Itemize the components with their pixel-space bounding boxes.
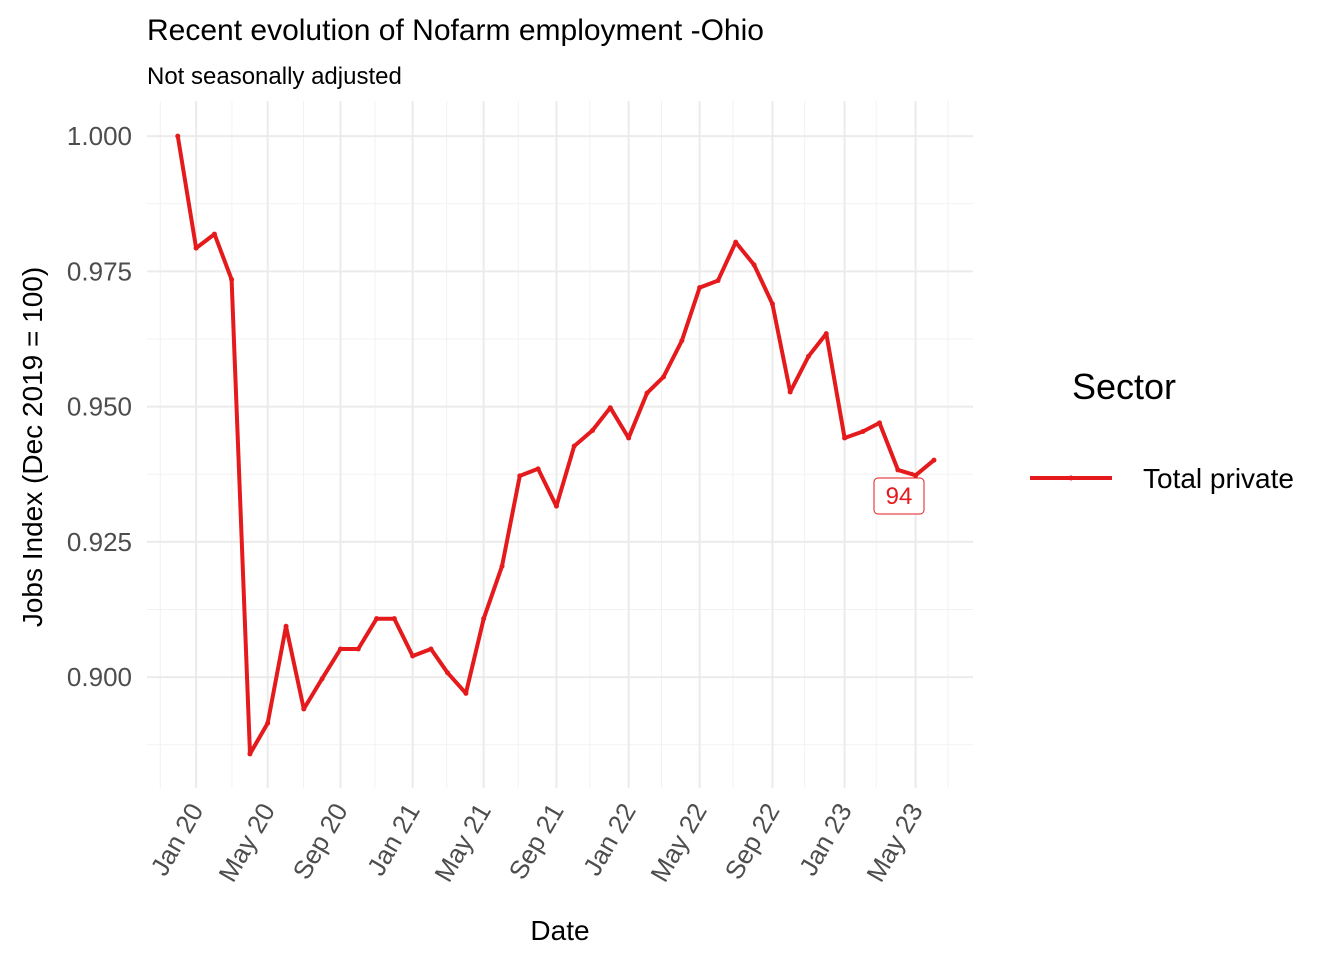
y-tick-label: 0.975 [67,256,132,286]
data-point [481,616,487,622]
y-tick-label: 0.925 [67,527,132,557]
y-axis-title: Jobs Index (Dec 2019 = 100) [17,267,48,627]
data-point [715,278,721,284]
data-point [679,338,685,344]
x-tick-label: Jan 23 [793,798,858,881]
data-point [751,262,757,268]
data-point [391,616,397,622]
data-point [410,653,416,659]
x-tick-label: Sep 20 [286,798,353,884]
data-point [590,427,596,433]
data-point [769,301,775,307]
x-axis-ticks: Jan 20 May 20 Sep 20 Jan 21 May 21 Sep 21 Jan … [144,798,929,887]
data-point [877,420,883,426]
data-point [931,457,937,463]
x-tick-label: May 21 [428,798,497,887]
data-point [644,390,650,396]
y-tick-label: 1.000 [67,121,132,151]
data-point [553,503,559,509]
data-point [463,690,469,696]
x-tick-label: May 23 [860,798,929,887]
x-tick-label: Sep 21 [502,798,569,884]
annotation-box [873,477,925,515]
x-axis-title: Date [530,915,589,946]
end-annotation: 94 [873,471,925,515]
legend-label-total-private: Total private [1143,463,1294,494]
series-layer [175,133,937,757]
data-point [265,720,271,726]
y-tick-label: 0.900 [67,662,132,692]
legend-title: Sector [1072,366,1176,407]
data-point [337,646,343,652]
panel-grid [147,101,973,788]
x-tick-label: Jan 21 [361,798,426,881]
data-point [211,231,217,237]
data-point [283,623,289,629]
data-point [445,670,451,676]
data-point [374,616,380,622]
data-point [428,646,434,652]
data-point [517,473,523,479]
data-point [895,467,901,473]
data-point [499,563,505,569]
data-point [229,277,235,283]
data-point [355,646,361,652]
data-point [607,405,613,411]
data-point [842,435,848,441]
x-tick-label: Jan 22 [577,798,642,881]
data-point [626,435,632,441]
data-point [301,706,307,712]
legend: Sector Total private [1030,366,1294,494]
data-point [571,443,577,449]
x-tick-label: Sep 22 [718,798,785,884]
data-point [319,676,325,682]
data-point [175,133,181,139]
x-tick-label: May 20 [212,798,281,887]
data-point [535,466,541,472]
data-point [661,374,667,380]
y-tick-label: 0.950 [67,392,132,422]
chart-title: Recent evolution of Nofarm employment -O… [147,14,764,47]
x-tick-label: May 22 [644,798,713,887]
data-point [860,429,866,435]
annotation-label: 94 [886,483,913,510]
data-point [247,751,253,757]
x-tick-label: Jan 20 [144,798,209,881]
data-point [787,389,793,395]
chart-subtitle: Not seasonally adjusted [147,63,402,90]
y-axis-ticks: 0.900 0.925 0.950 0.975 1.000 [67,121,132,692]
data-point [806,353,812,359]
data-point [193,245,199,251]
legend-key-point [1068,475,1074,481]
data-point [823,331,829,337]
data-point [733,239,739,245]
data-point [697,285,703,291]
